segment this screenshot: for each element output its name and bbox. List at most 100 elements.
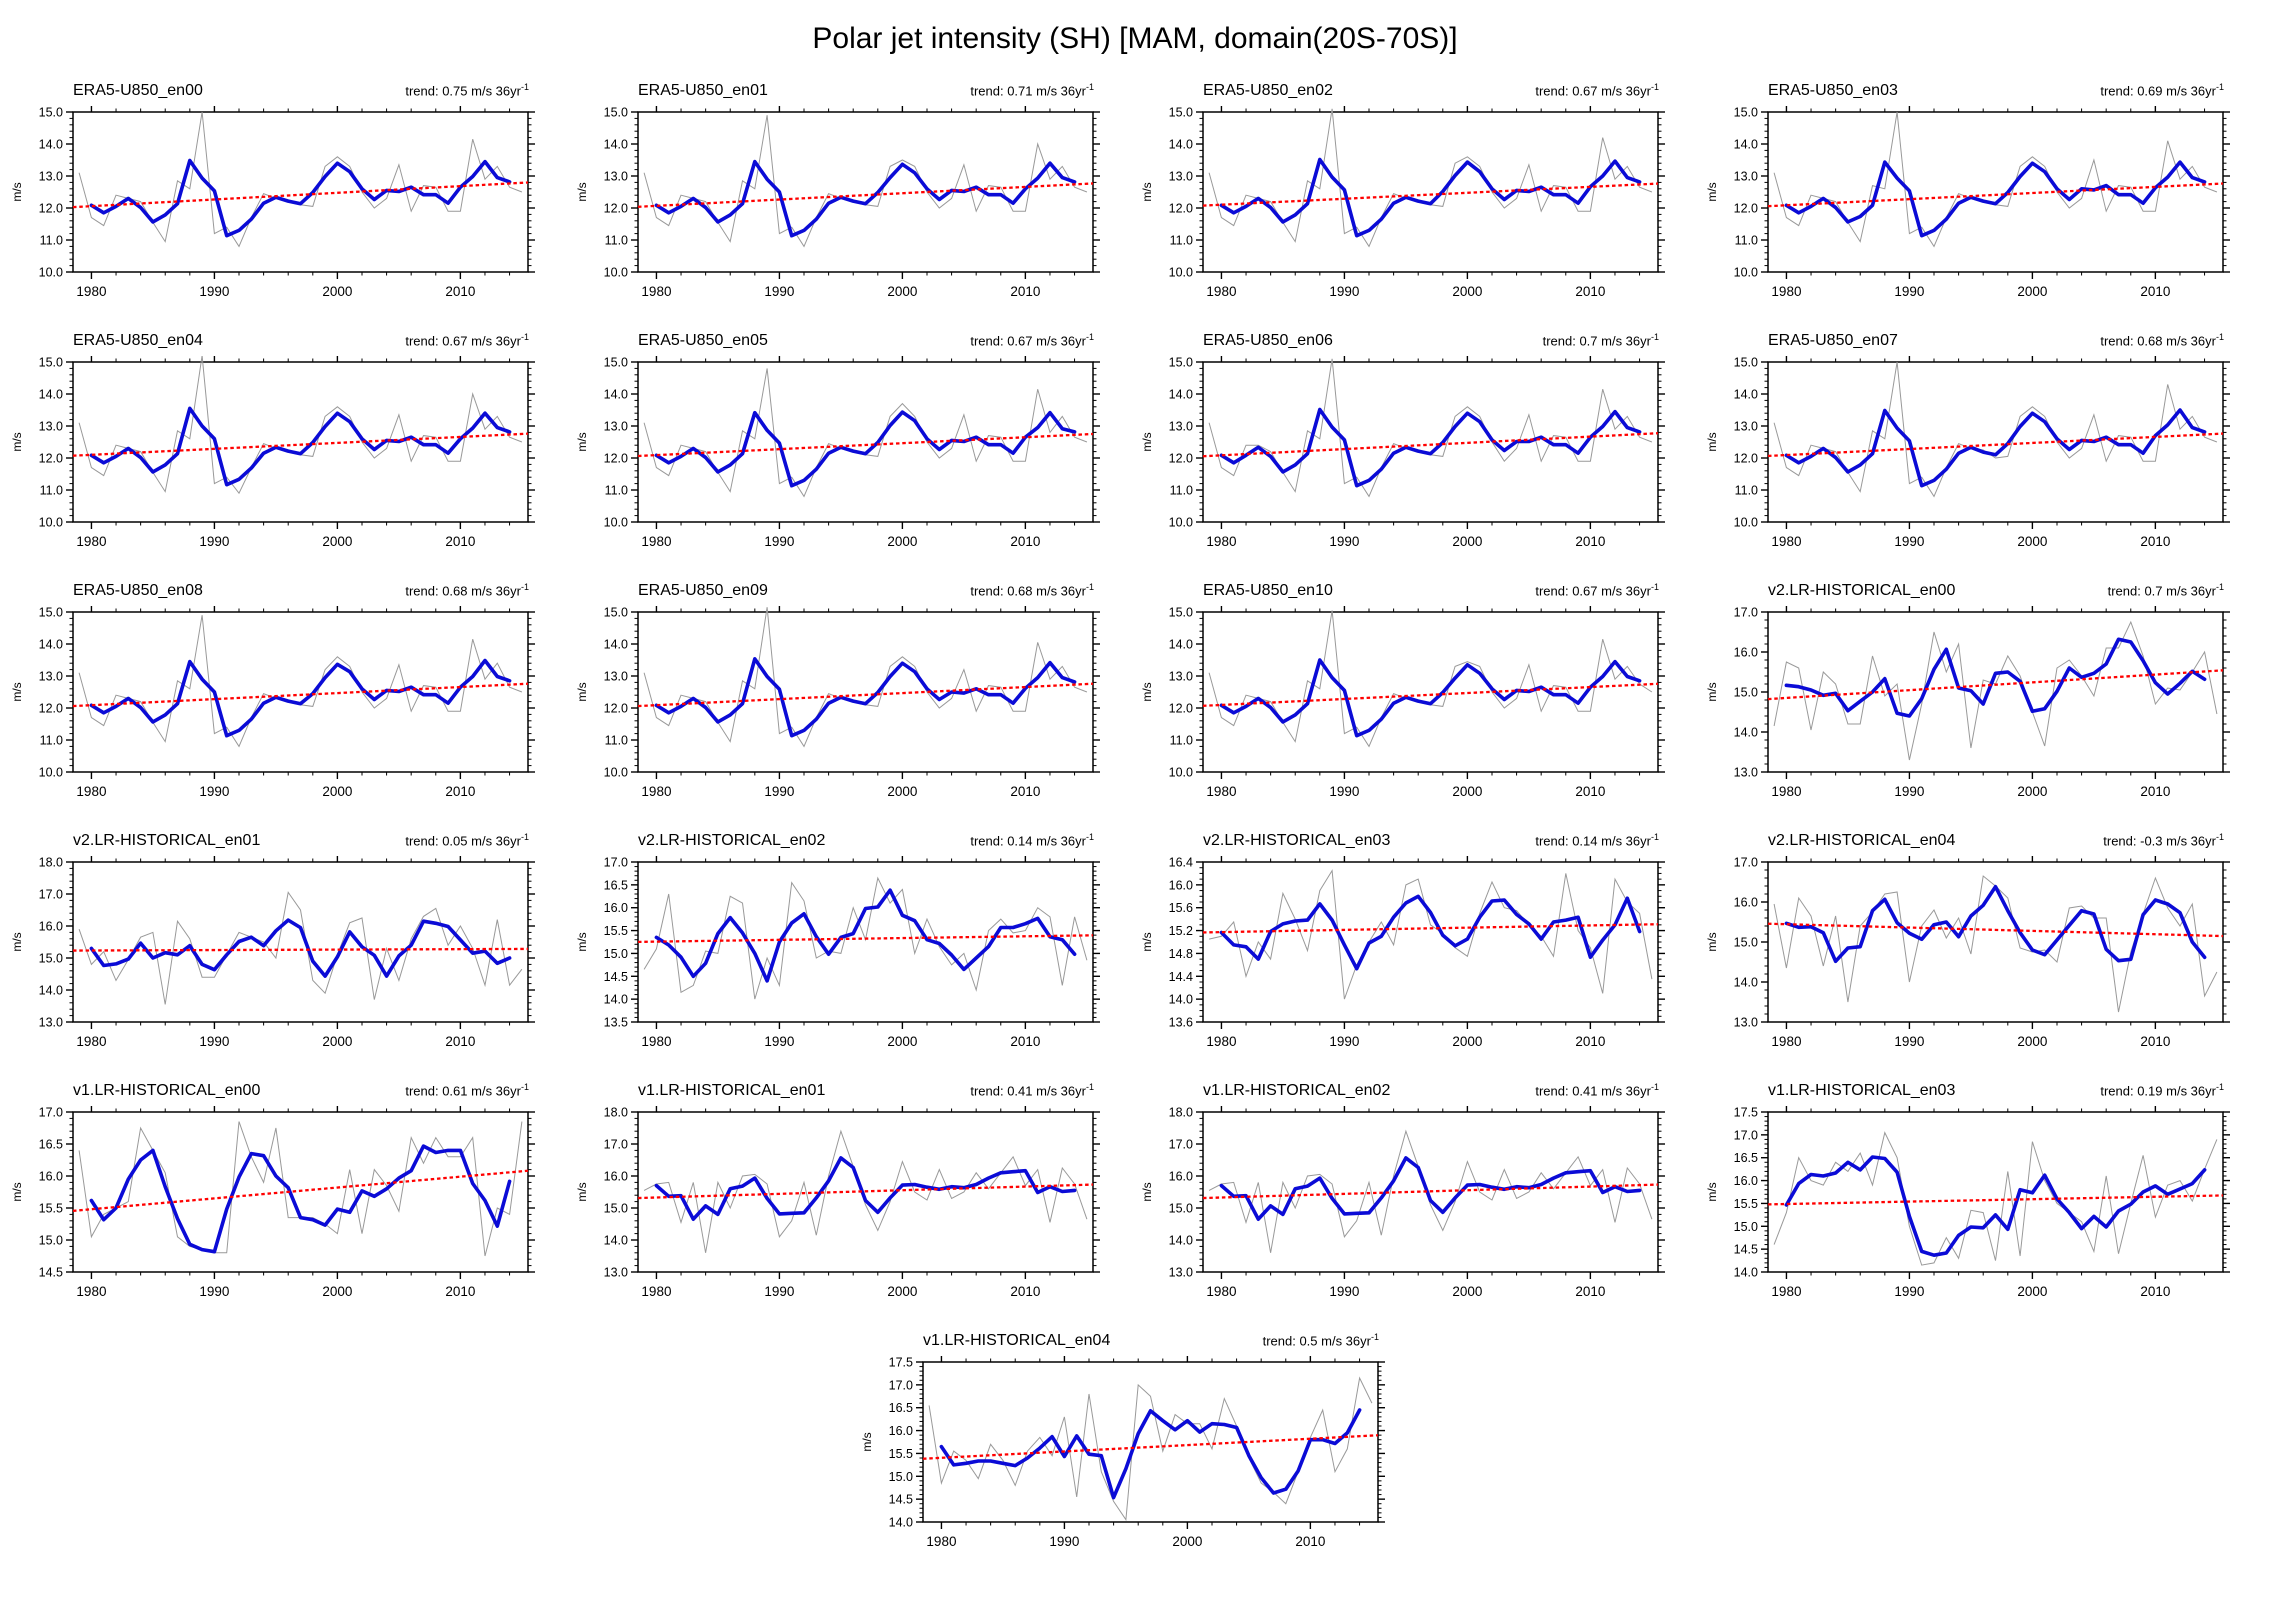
smoothed-series-line bbox=[89, 158, 512, 238]
svg-text:13.0: 13.0 bbox=[1169, 670, 1193, 684]
line-chart: 10.0 11.0 12.0 13.0 14.0 15.0 1980 1990 2000 2010… bbox=[10, 355, 535, 549]
svg-text:1980: 1980 bbox=[1206, 1284, 1236, 1299]
trend-label: trend: 0.68 m/s 36yr-1 bbox=[2100, 332, 2224, 348]
trend-label: trend: 0.5 m/s 36yr-1 bbox=[1263, 1332, 1379, 1348]
smoothed-series-line bbox=[1784, 884, 2207, 964]
y-axis-unit: m/s bbox=[1705, 682, 1719, 701]
trend-value: 0.41 bbox=[1007, 1083, 1033, 1099]
svg-text:2010: 2010 bbox=[1010, 1034, 1040, 1049]
y-tick-labels: 13.0 14.0 15.0 16.0 17.0 18.0 bbox=[1169, 1106, 1193, 1280]
svg-text:10.0: 10.0 bbox=[604, 516, 628, 530]
svg-text:1990: 1990 bbox=[764, 534, 794, 549]
x-tick-labels: 1980 1990 2000 2010 bbox=[641, 1284, 1040, 1299]
svg-text:2000: 2000 bbox=[2017, 1284, 2047, 1299]
svg-text:1980: 1980 bbox=[641, 284, 671, 299]
trend-line bbox=[1767, 182, 2224, 208]
annual-series-line bbox=[1773, 1131, 2218, 1266]
svg-text:14.0: 14.0 bbox=[1169, 638, 1193, 652]
axis-frame bbox=[1202, 361, 1659, 523]
smoothed-series-line bbox=[1219, 1156, 1642, 1221]
trend-value: 0.61 bbox=[442, 1083, 468, 1099]
axis-ticks bbox=[1196, 1105, 1665, 1279]
axis-frame bbox=[1202, 111, 1659, 273]
line-chart: 13.0 14.0 15.0 16.0 17.0 18.0 1980 1990 2000 2010… bbox=[575, 1105, 1100, 1299]
line-chart: 10.0 11.0 12.0 13.0 14.0 15.0 1980 1990 2000 2010… bbox=[1140, 605, 1665, 799]
y-axis-unit: m/s bbox=[10, 432, 24, 451]
svg-text:2010: 2010 bbox=[1010, 784, 1040, 799]
y-axis-unit: m/s bbox=[10, 182, 24, 201]
svg-text:18.0: 18.0 bbox=[1169, 1106, 1193, 1120]
chart-panel: ERA5-U850_en01 trend: 0.71 m/s 36yr-1 10… bbox=[570, 82, 1130, 332]
svg-text:15.2: 15.2 bbox=[1169, 924, 1193, 938]
trend-value: 0.67 bbox=[442, 333, 468, 349]
svg-text:11.0: 11.0 bbox=[1170, 234, 1193, 248]
svg-text:14.0: 14.0 bbox=[39, 638, 63, 652]
trend-label: trend: 0.61 m/s 36yr-1 bbox=[405, 1082, 529, 1098]
axis-ticks bbox=[1761, 855, 2230, 1029]
svg-text:1980: 1980 bbox=[1206, 534, 1236, 549]
svg-text:12.0: 12.0 bbox=[39, 702, 63, 716]
axis-ticks bbox=[1196, 855, 1665, 1029]
svg-text:2000: 2000 bbox=[887, 284, 917, 299]
axis-frame bbox=[637, 861, 1094, 1023]
smoothed-series-line bbox=[654, 159, 1077, 238]
svg-text:1980: 1980 bbox=[1771, 1034, 1801, 1049]
svg-text:17.5: 17.5 bbox=[889, 1356, 913, 1370]
trend-label: trend: 0.05 m/s 36yr-1 bbox=[405, 832, 529, 848]
trend-label: trend: 0.41 m/s 36yr-1 bbox=[1535, 1082, 1659, 1098]
x-tick-labels: 1980 1990 2000 2010 bbox=[1771, 1034, 2170, 1049]
svg-text:1980: 1980 bbox=[1206, 284, 1236, 299]
smoothed-series-line bbox=[1219, 157, 1642, 238]
panel-header: v1.LR-HISTORICAL_en00 trend: 0.61 m/s 36… bbox=[73, 1082, 529, 1106]
trend-unit: m/s 36yr bbox=[467, 583, 521, 599]
trend-value: 0.75 bbox=[442, 83, 468, 99]
svg-text:14.0: 14.0 bbox=[604, 638, 628, 652]
svg-text:14.0: 14.0 bbox=[1734, 976, 1758, 990]
trend-exponent: -1 bbox=[1650, 332, 1659, 342]
trend-line bbox=[1767, 669, 2224, 701]
svg-text:2000: 2000 bbox=[887, 1034, 917, 1049]
trend-prefix: trend: bbox=[405, 333, 443, 349]
svg-text:2010: 2010 bbox=[1575, 534, 1605, 549]
svg-text:13.0: 13.0 bbox=[1169, 170, 1193, 184]
trend-unit: m/s 36yr bbox=[1597, 1083, 1651, 1099]
annual-series-line bbox=[1208, 108, 1653, 248]
smoothed-series-line bbox=[1784, 637, 2207, 718]
svg-text:17.0: 17.0 bbox=[604, 856, 628, 870]
trend-value: 0.68 bbox=[1007, 583, 1033, 599]
svg-text:2010: 2010 bbox=[1010, 534, 1040, 549]
svg-text:15.0: 15.0 bbox=[39, 106, 63, 120]
panel-header: v1.LR-HISTORICAL_en04 trend: 0.5 m/s 36y… bbox=[923, 1332, 1379, 1356]
trend-label: trend: 0.67 m/s 36yr-1 bbox=[405, 332, 529, 348]
svg-text:2010: 2010 bbox=[445, 784, 475, 799]
chart-panel: v1.LR-HISTORICAL_en03 trend: 0.19 m/s 36… bbox=[1700, 1082, 2260, 1332]
svg-text:16.0: 16.0 bbox=[1734, 896, 1758, 910]
svg-text:12.0: 12.0 bbox=[39, 452, 63, 466]
trend-unit: m/s 36yr bbox=[1032, 83, 1086, 99]
svg-text:1980: 1980 bbox=[1771, 284, 1801, 299]
annual-series-line bbox=[1208, 610, 1653, 748]
svg-text:10.0: 10.0 bbox=[39, 266, 63, 280]
trend-prefix: trend: bbox=[2103, 833, 2141, 849]
axis-ticks bbox=[1196, 105, 1665, 279]
svg-text:13.0: 13.0 bbox=[39, 170, 63, 184]
chart-panel: v1.LR-HISTORICAL_en01 trend: 0.41 m/s 36… bbox=[570, 1082, 1130, 1332]
svg-text:2010: 2010 bbox=[445, 534, 475, 549]
smoothed-series-line bbox=[1219, 407, 1642, 488]
trend-prefix: trend: bbox=[1535, 83, 1573, 99]
trend-prefix: trend: bbox=[970, 1083, 1008, 1099]
y-axis-unit: m/s bbox=[575, 432, 589, 451]
trend-exponent: -1 bbox=[520, 332, 529, 342]
trend-unit: m/s 36yr bbox=[467, 833, 521, 849]
panel-title: ERA5-U850_en03 bbox=[1768, 82, 1898, 100]
trend-exponent: -1 bbox=[2215, 832, 2224, 842]
svg-text:1980: 1980 bbox=[1771, 1284, 1801, 1299]
svg-text:1990: 1990 bbox=[1894, 534, 1924, 549]
x-tick-labels: 1980 1990 2000 2010 bbox=[1206, 1034, 1605, 1049]
svg-text:1980: 1980 bbox=[1771, 784, 1801, 799]
svg-text:1980: 1980 bbox=[76, 534, 106, 549]
axis-frame bbox=[637, 361, 1094, 523]
y-tick-labels: 10.0 11.0 12.0 13.0 14.0 15.0 bbox=[39, 356, 63, 530]
svg-text:2000: 2000 bbox=[322, 1034, 352, 1049]
axis-frame bbox=[637, 111, 1094, 273]
